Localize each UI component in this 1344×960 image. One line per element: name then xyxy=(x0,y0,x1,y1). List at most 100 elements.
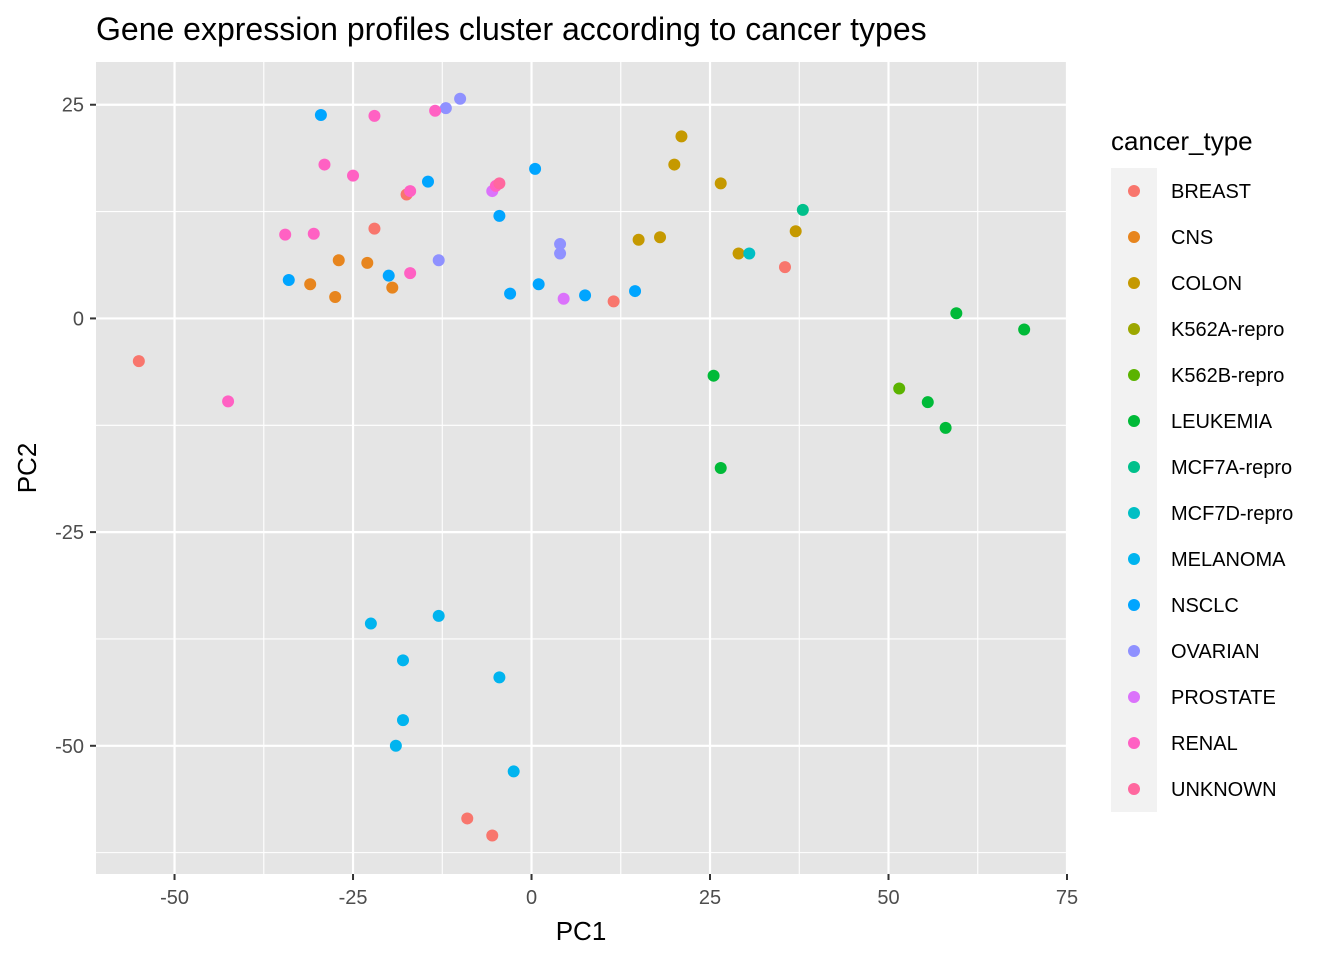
data-point xyxy=(796,203,809,216)
legend-label: PROSTATE xyxy=(1171,687,1276,709)
legend-label: CNS xyxy=(1171,227,1213,249)
data-point xyxy=(382,269,395,282)
data-point xyxy=(629,285,642,298)
data-point xyxy=(529,162,542,175)
x-tick-label: -25 xyxy=(339,887,368,909)
data-point xyxy=(304,278,317,291)
legend-label: BREAST xyxy=(1171,181,1251,203)
legend: cancer_type BREAST CNS COLON K562A-repro K56… xyxy=(1111,126,1293,812)
y-tick-label: -50 xyxy=(55,736,84,758)
data-point xyxy=(347,169,360,182)
legend-label: K562A-repro xyxy=(1171,319,1284,341)
legend-label: MCF7D-repro xyxy=(1171,503,1293,525)
data-point xyxy=(429,104,442,117)
data-point xyxy=(368,109,381,122)
data-point xyxy=(361,256,374,269)
legend-label: NSCLC xyxy=(1171,595,1239,617)
data-point xyxy=(921,396,934,409)
legend-key xyxy=(1128,461,1140,473)
data-point xyxy=(314,108,327,121)
legend-key xyxy=(1128,185,1140,197)
data-point xyxy=(307,227,320,240)
data-point xyxy=(454,92,467,105)
plot-panel xyxy=(96,62,1067,874)
data-point xyxy=(132,355,145,368)
legend-label: UNKNOWN xyxy=(1171,779,1277,801)
x-tick-label: 50 xyxy=(877,887,899,909)
data-point xyxy=(607,295,620,308)
data-point xyxy=(557,292,570,305)
data-point xyxy=(789,225,802,238)
x-tick-label: 25 xyxy=(699,887,721,909)
data-point xyxy=(432,609,445,622)
data-point xyxy=(732,247,745,260)
data-point xyxy=(893,382,906,395)
legend-label: MCF7A-repro xyxy=(1171,457,1292,479)
legend-title: cancer_type xyxy=(1111,126,1253,156)
data-point xyxy=(554,238,567,251)
legend-key xyxy=(1128,553,1140,565)
x-tick-label: 75 xyxy=(1056,887,1078,909)
data-point xyxy=(222,395,235,408)
data-point xyxy=(504,287,517,300)
data-point xyxy=(507,765,520,778)
legend-label: COLON xyxy=(1171,273,1242,295)
data-point xyxy=(707,369,720,382)
data-point xyxy=(397,714,410,727)
data-point xyxy=(461,812,474,825)
legend-label: OVARIAN xyxy=(1171,641,1260,663)
y-axis-ticks: 25 0 -25 -50 xyxy=(55,95,96,758)
x-tick-label: -50 xyxy=(160,887,189,909)
x-axis-title: PC1 xyxy=(556,916,607,946)
legend-label: LEUKEMIA xyxy=(1171,411,1273,433)
y-tick-label: 0 xyxy=(73,308,84,330)
legend-label: K562B-repro xyxy=(1171,365,1284,387)
data-point xyxy=(493,209,506,222)
legend-key xyxy=(1128,231,1140,243)
major-gridlines xyxy=(96,62,1069,874)
y-axis-title: PC2 xyxy=(12,443,42,494)
data-point xyxy=(493,177,506,190)
data-point xyxy=(332,254,345,267)
data-point xyxy=(397,654,410,667)
legend-key xyxy=(1128,645,1140,657)
legend-key xyxy=(1128,507,1140,519)
legend-key xyxy=(1128,323,1140,335)
data-point xyxy=(421,175,434,188)
data-point xyxy=(554,247,567,260)
data-point xyxy=(282,273,295,286)
data-point xyxy=(318,158,331,171)
data-point xyxy=(654,231,667,244)
legend-key xyxy=(1128,277,1140,289)
legend-items: BREAST CNS COLON K562A-repro K562B-repro LEUK… xyxy=(1111,168,1293,812)
data-point xyxy=(939,421,952,434)
x-tick-label: 0 xyxy=(526,887,537,909)
y-tick-label: 25 xyxy=(62,95,84,117)
legend-key-background xyxy=(1111,168,1157,812)
data-point xyxy=(404,267,417,280)
data-point xyxy=(668,158,681,171)
data-point xyxy=(439,102,452,115)
x-axis-ticks: -50 -25 0 25 50 75 xyxy=(160,874,1078,909)
y-tick-label: -25 xyxy=(55,522,84,544)
legend-key xyxy=(1128,737,1140,749)
data-point xyxy=(579,289,592,302)
data-point xyxy=(368,222,381,235)
data-point xyxy=(329,291,342,304)
legend-key xyxy=(1128,599,1140,611)
minor-gridlines xyxy=(96,62,1067,874)
legend-key xyxy=(1128,691,1140,703)
legend-key xyxy=(1128,415,1140,427)
data-point xyxy=(493,671,506,684)
data-point xyxy=(532,278,545,291)
data-point xyxy=(714,177,727,190)
legend-key xyxy=(1128,783,1140,795)
data-point xyxy=(432,254,445,267)
legend-label: MELANOMA xyxy=(1171,549,1286,571)
legend-label: RENAL xyxy=(1171,733,1238,755)
chart-title: Gene expression profiles cluster accordi… xyxy=(96,11,927,47)
data-point xyxy=(389,739,402,752)
data-point xyxy=(404,185,417,198)
data-point xyxy=(486,829,499,842)
